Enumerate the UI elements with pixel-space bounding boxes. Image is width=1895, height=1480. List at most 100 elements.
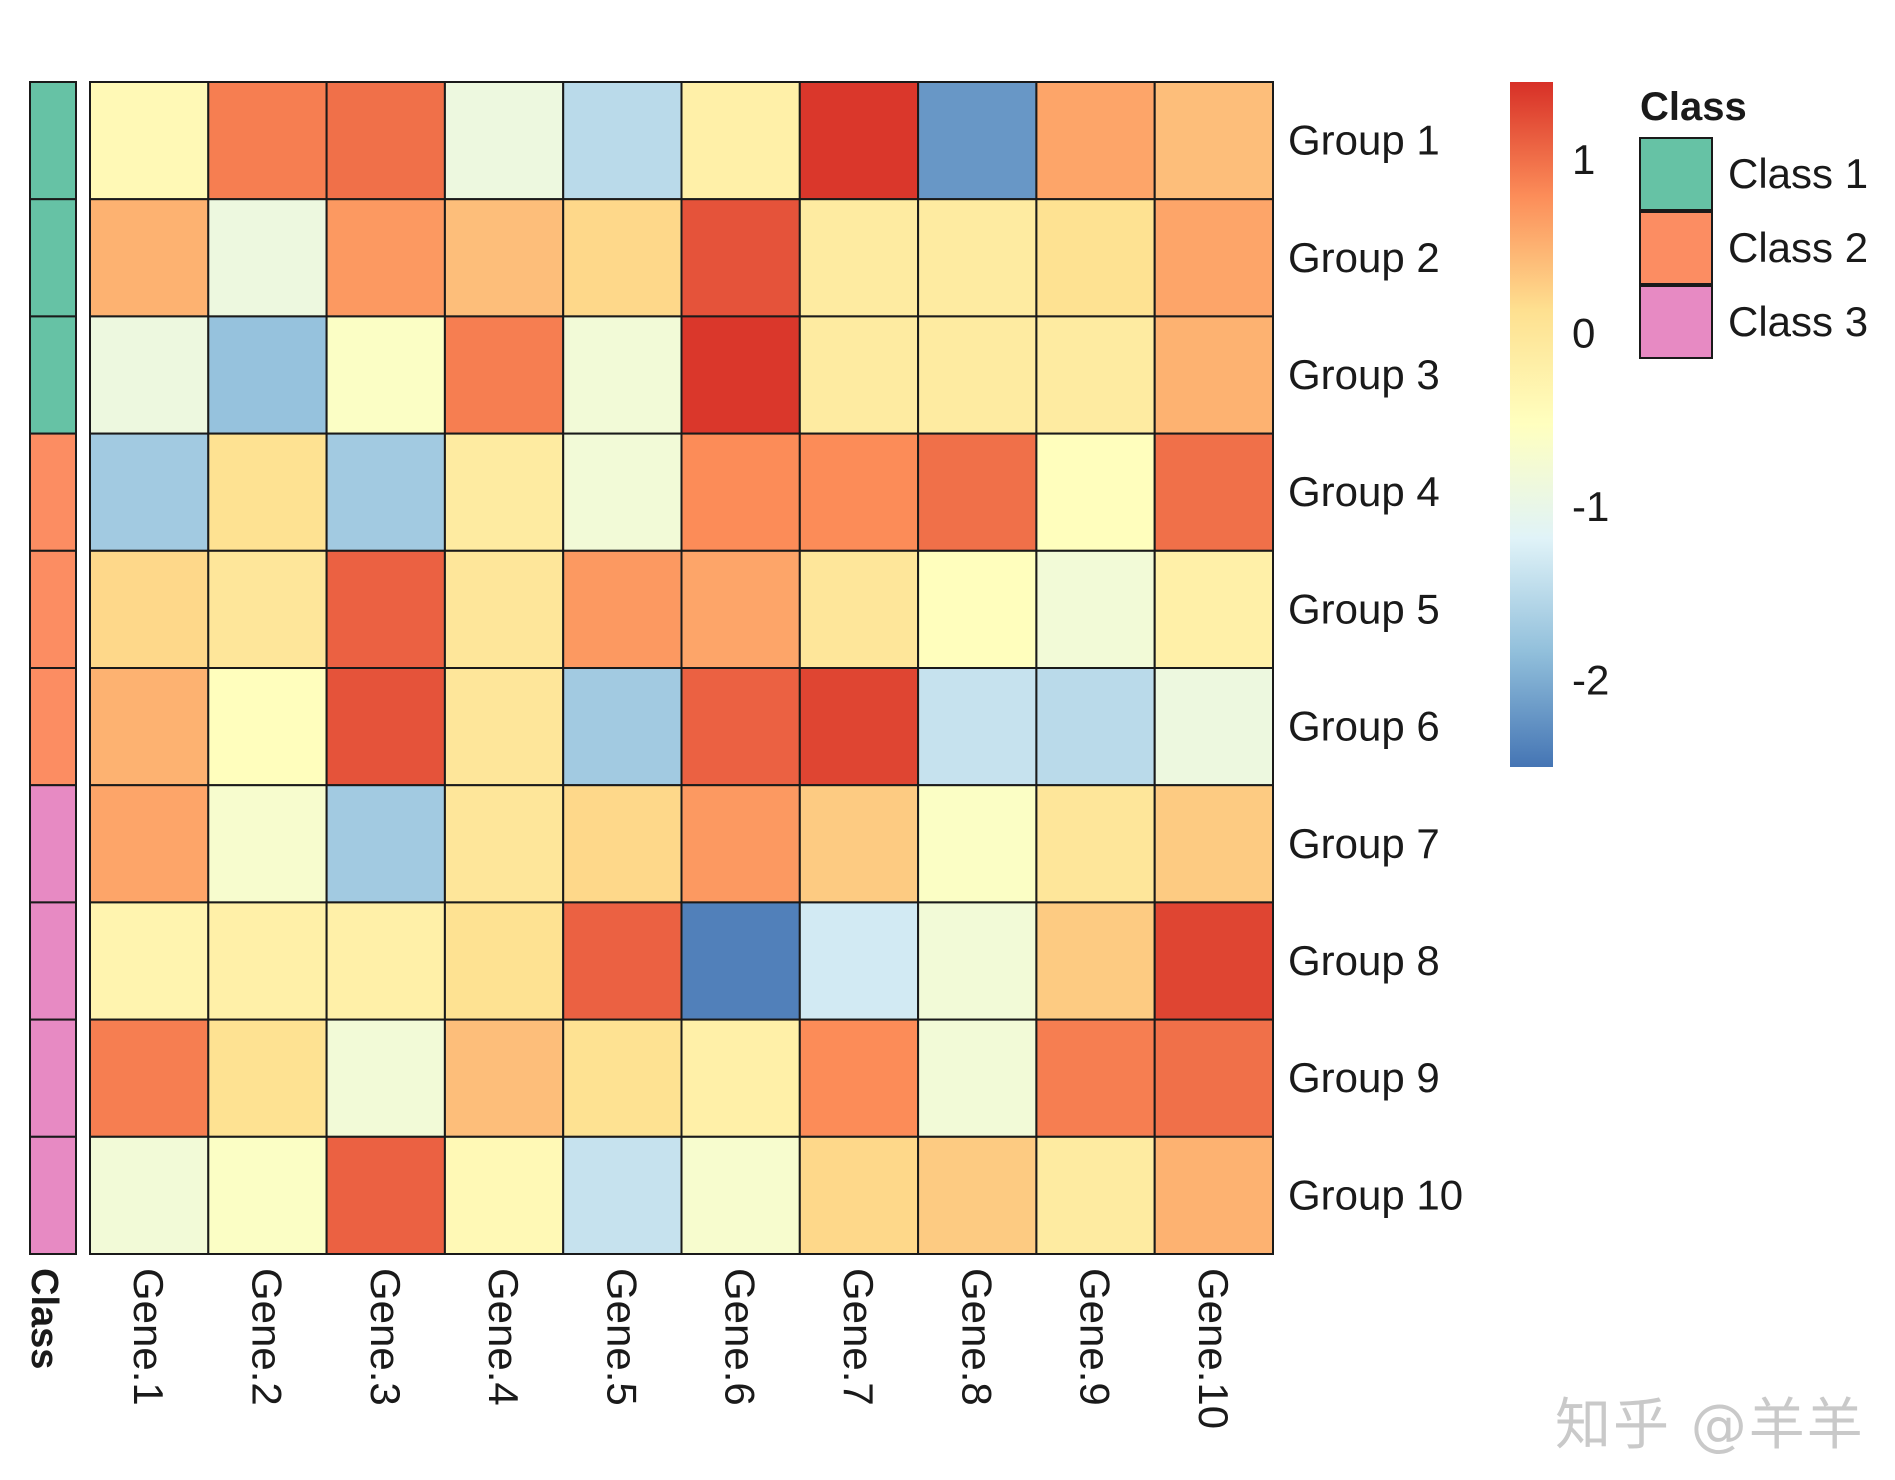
heatmap-cell — [917, 784, 1038, 904]
class-annotation-label: Class — [23, 1268, 65, 1369]
heatmap-cell — [1153, 667, 1274, 787]
heatmap-cell — [917, 81, 1038, 201]
colorbar-tick-label: 0 — [1572, 309, 1595, 356]
heatmap-cell — [680, 784, 801, 904]
heatmap-cell — [443, 667, 565, 787]
heatmap-cell — [798, 1135, 920, 1256]
row-labels: Group 1 Group 2 Group 3 Group 4 Group 5 Group… — [1288, 117, 1463, 1219]
row-label: Group 7 — [1288, 820, 1440, 867]
heatmap-cell — [562, 81, 683, 201]
heatmap-cell — [1153, 81, 1274, 201]
heatmap-cell — [798, 81, 920, 201]
heatmap-cell — [798, 432, 920, 552]
row-label: Group 6 — [1288, 703, 1440, 750]
column-label: Gene.5 — [598, 1268, 645, 1406]
heatmap-cell — [89, 198, 210, 318]
class-annotation-cell — [29, 432, 77, 552]
heatmap-cell — [89, 81, 210, 201]
heatmap-cell — [562, 667, 683, 787]
colorbar-legend: 1 0 -1 -2 — [1510, 82, 1609, 767]
heatmap-cell — [325, 198, 446, 318]
heatmap-cell — [917, 1018, 1038, 1138]
heatmap-cell — [798, 667, 920, 787]
heatmap-cell — [917, 432, 1038, 552]
heatmap-cell — [562, 198, 683, 318]
heatmap-cell — [207, 198, 328, 318]
column-label: Gene.3 — [362, 1268, 409, 1406]
heatmap-cell — [1035, 667, 1156, 787]
heatmap-cell — [1153, 432, 1274, 552]
heatmap-cell — [680, 667, 801, 787]
heatmap-cell — [680, 901, 801, 1021]
class-annotation-cell — [29, 315, 77, 435]
row-label: Group 2 — [1288, 234, 1440, 281]
column-label: Gene.8 — [953, 1268, 1000, 1406]
heatmap-cell — [1153, 901, 1274, 1021]
heatmap-cell — [325, 315, 446, 435]
heatmap-cell — [325, 667, 446, 787]
heatmap-cell — [917, 549, 1038, 669]
class-annotation-cell — [29, 549, 77, 669]
heatmap-cell — [798, 1018, 920, 1138]
heatmap-cell — [798, 549, 920, 669]
class-annotation-cell — [29, 1018, 77, 1138]
class-annotation-cell — [29, 81, 77, 201]
heatmap-cell — [680, 1135, 801, 1256]
legend-item-label: Class 2 — [1728, 224, 1868, 271]
heatmap-cell — [1153, 315, 1274, 435]
heatmap-cell — [680, 1018, 801, 1138]
row-label: Group 3 — [1288, 351, 1440, 398]
heatmap-cell — [1035, 1135, 1156, 1256]
heatmap-cell — [1035, 901, 1156, 1021]
column-labels: Gene.1 Gene.2 Gene.3 Gene.4 Gene.5 Gene.6 Gene… — [125, 1268, 1237, 1429]
heatmap-cell — [443, 81, 565, 201]
heatmap-cell — [89, 667, 210, 787]
column-label: Gene.9 — [1072, 1268, 1119, 1406]
heatmap-cell — [207, 315, 328, 435]
heatmap-cell — [443, 784, 565, 904]
colorbar-tick-label: -2 — [1572, 656, 1609, 703]
heatmap-cell — [443, 315, 565, 435]
heatmap-cell — [917, 198, 1038, 318]
heatmap-cell — [207, 1135, 328, 1256]
heatmap-cell — [798, 198, 920, 318]
heatmap-cell — [443, 432, 565, 552]
heatmap-cell — [917, 1135, 1038, 1256]
heatmap-cell — [89, 432, 210, 552]
heatmap-cell — [1153, 784, 1274, 904]
class-annotation-cell — [29, 667, 77, 787]
heatmap-cell — [443, 549, 565, 669]
heatmap-cell — [443, 1018, 565, 1138]
heatmap-cell — [443, 198, 565, 318]
heatmap-cell — [89, 1135, 210, 1256]
heatmap-cell — [89, 901, 210, 1021]
heatmap-cell — [680, 549, 801, 669]
heatmap-cell — [1153, 198, 1274, 318]
row-label: Group 9 — [1288, 1054, 1440, 1101]
heatmap-cell — [1035, 198, 1156, 318]
class-annotation-cell — [29, 1135, 77, 1256]
class-annotation-cell — [29, 198, 77, 318]
heatmap-cell — [89, 1018, 210, 1138]
heatmap-cell — [917, 901, 1038, 1021]
heatmap-cell — [917, 315, 1038, 435]
heatmap-cell — [562, 1135, 683, 1256]
legend-swatch — [1639, 137, 1713, 211]
heatmap-cell — [680, 81, 801, 201]
heatmap-cell — [1035, 432, 1156, 552]
legend-swatch — [1639, 211, 1713, 285]
heatmap-cell — [89, 315, 210, 435]
heatmap-cells — [89, 81, 1274, 1256]
legend-title: Class — [1640, 85, 1747, 129]
heatmap-cell — [443, 1135, 565, 1256]
column-label: Gene.1 — [125, 1268, 172, 1406]
heatmap-cell — [680, 198, 801, 318]
heatmap-cell — [325, 1135, 446, 1256]
heatmap-cell — [207, 667, 328, 787]
heatmap-cell — [89, 784, 210, 904]
colorbar-tick-label: 1 — [1572, 136, 1595, 183]
heatmap-cell — [798, 901, 920, 1021]
heatmap-cell — [325, 1018, 446, 1138]
colorbar-tick-label: -1 — [1572, 483, 1609, 530]
